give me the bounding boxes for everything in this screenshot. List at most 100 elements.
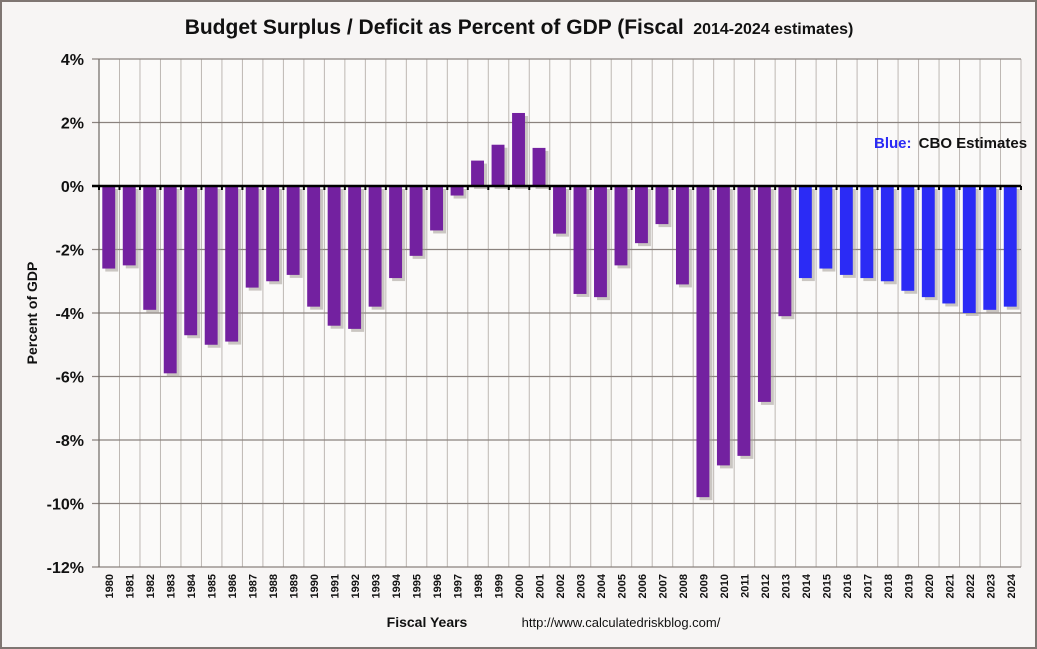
x-tick-label: 2000 — [514, 574, 526, 598]
x-tick-label: 2011 — [739, 574, 751, 598]
x-tick-label: 2008 — [678, 574, 690, 598]
x-tick-label: 1980 — [104, 574, 116, 598]
legend: Blue: CBO Estimates — [874, 135, 1027, 152]
bar-1983 — [163, 186, 177, 374]
bar-1994 — [389, 186, 403, 279]
x-tick-label: 2024 — [1006, 573, 1018, 598]
x-tick-label: 1986 — [227, 574, 239, 598]
bar-1988 — [266, 186, 280, 282]
x-tick-label: 1993 — [371, 574, 383, 598]
bar-2007 — [655, 186, 669, 225]
bar-1985 — [204, 186, 218, 345]
x-tick-label: 2018 — [883, 574, 895, 598]
bar-1996 — [430, 186, 444, 231]
x-tick-label: 2021 — [944, 574, 956, 598]
y-tick-label: -4% — [56, 306, 84, 323]
bar-1999 — [491, 144, 505, 186]
x-tick-label: 2007 — [657, 574, 669, 598]
y-tick-label: 0% — [61, 179, 84, 196]
x-tick-label: 2010 — [719, 574, 731, 598]
bar-1986 — [225, 186, 239, 342]
bar-2024 — [1003, 186, 1017, 307]
bar-2022 — [962, 186, 976, 313]
x-tick-label: 1994 — [391, 573, 403, 598]
y-tick-label: 4% — [61, 52, 84, 69]
bar-2018 — [880, 186, 894, 282]
x-tick-label: 1988 — [268, 574, 280, 598]
bar-2008 — [675, 186, 689, 285]
x-tick-label: 2020 — [924, 574, 936, 598]
x-tick-label: 1989 — [289, 574, 301, 598]
y-tick-label: -8% — [56, 433, 84, 450]
x-tick-label: 2012 — [760, 574, 772, 598]
bar-2004 — [594, 186, 607, 298]
x-tick-label: 1996 — [432, 574, 444, 598]
x-tick-label: 2022 — [965, 574, 977, 598]
x-tick-label: 2001 — [535, 574, 547, 598]
x-tick-label: 1998 — [473, 574, 485, 598]
y-tick-label: 2% — [61, 116, 84, 133]
chart-title: Budget Surplus / Deficit as Percent of G… — [185, 16, 854, 39]
x-axis-title: Fiscal Years — [387, 614, 468, 630]
bar-1990 — [307, 186, 321, 307]
bar-2002 — [553, 186, 566, 234]
bar-2009 — [696, 186, 710, 498]
x-tick-label: 1990 — [309, 574, 321, 598]
x-tick-label: 2019 — [903, 574, 915, 598]
x-tick-label: 1984 — [186, 573, 198, 598]
bar-2003 — [573, 186, 587, 294]
x-tick-label: 2004 — [596, 573, 608, 598]
chart-title-suffix: 2014-2024 estimates) — [693, 21, 853, 38]
bar-2015 — [819, 186, 833, 269]
x-tick-label: 1982 — [145, 574, 157, 598]
x-tick-label: 2013 — [780, 574, 792, 598]
x-tick-label: 2015 — [821, 574, 833, 598]
bar-2016 — [839, 186, 853, 275]
bar-2019 — [901, 186, 915, 291]
legend-key: Blue: — [874, 135, 912, 152]
x-tick-label: 2006 — [637, 574, 649, 598]
x-tick-label: 2023 — [985, 574, 997, 598]
svg-text:Budget Surplus / Deficit as Pe: Budget Surplus / Deficit as Percent of G… — [185, 16, 854, 39]
y-tick-label: -10% — [47, 497, 84, 514]
bar-1987 — [245, 186, 259, 288]
x-tick-label: 1985 — [207, 574, 219, 598]
bar-2005 — [614, 186, 628, 266]
x-tick-label: 2016 — [842, 574, 854, 598]
bar-1981 — [122, 186, 136, 266]
bar-2012 — [757, 186, 771, 402]
bar-2017 — [860, 186, 874, 279]
bar-2010 — [716, 186, 730, 466]
bar-1980 — [102, 186, 116, 269]
x-tick-label: 1995 — [412, 574, 424, 598]
x-tick-label: 1987 — [248, 574, 260, 598]
bar-2020 — [921, 186, 935, 298]
source-url: http://www.calculatedriskblog.com/ — [522, 615, 721, 630]
x-tick-label: 2003 — [575, 574, 587, 598]
bar-1991 — [327, 186, 341, 326]
x-tick-label: 2005 — [616, 574, 628, 598]
x-tick-label: 2014 — [801, 573, 813, 598]
legend-text: CBO Estimates — [919, 135, 1027, 152]
chart-title-main: Budget Surplus / Deficit as Percent of G… — [185, 16, 684, 39]
bar-2021 — [942, 186, 956, 304]
y-tick-label: -12% — [47, 560, 84, 577]
bar-2001 — [532, 147, 546, 186]
bar-2000 — [512, 112, 525, 186]
x-tick-label: 1981 — [125, 574, 137, 598]
bar-2014 — [798, 186, 812, 279]
bar-2013 — [778, 186, 792, 317]
x-tick-label: 2009 — [698, 574, 710, 598]
x-tick-label: 1997 — [453, 574, 465, 598]
y-tick-label: -2% — [56, 243, 84, 260]
x-tick-label: 2002 — [555, 574, 567, 598]
bar-1993 — [368, 186, 382, 307]
bar-2006 — [635, 186, 648, 244]
bar-1992 — [348, 186, 362, 329]
bar-1997 — [450, 186, 464, 196]
bar-1995 — [409, 186, 423, 256]
y-tick-label: -6% — [56, 370, 84, 387]
bar-1982 — [143, 186, 157, 310]
y-axis-title: Percent of GDP — [24, 262, 40, 365]
